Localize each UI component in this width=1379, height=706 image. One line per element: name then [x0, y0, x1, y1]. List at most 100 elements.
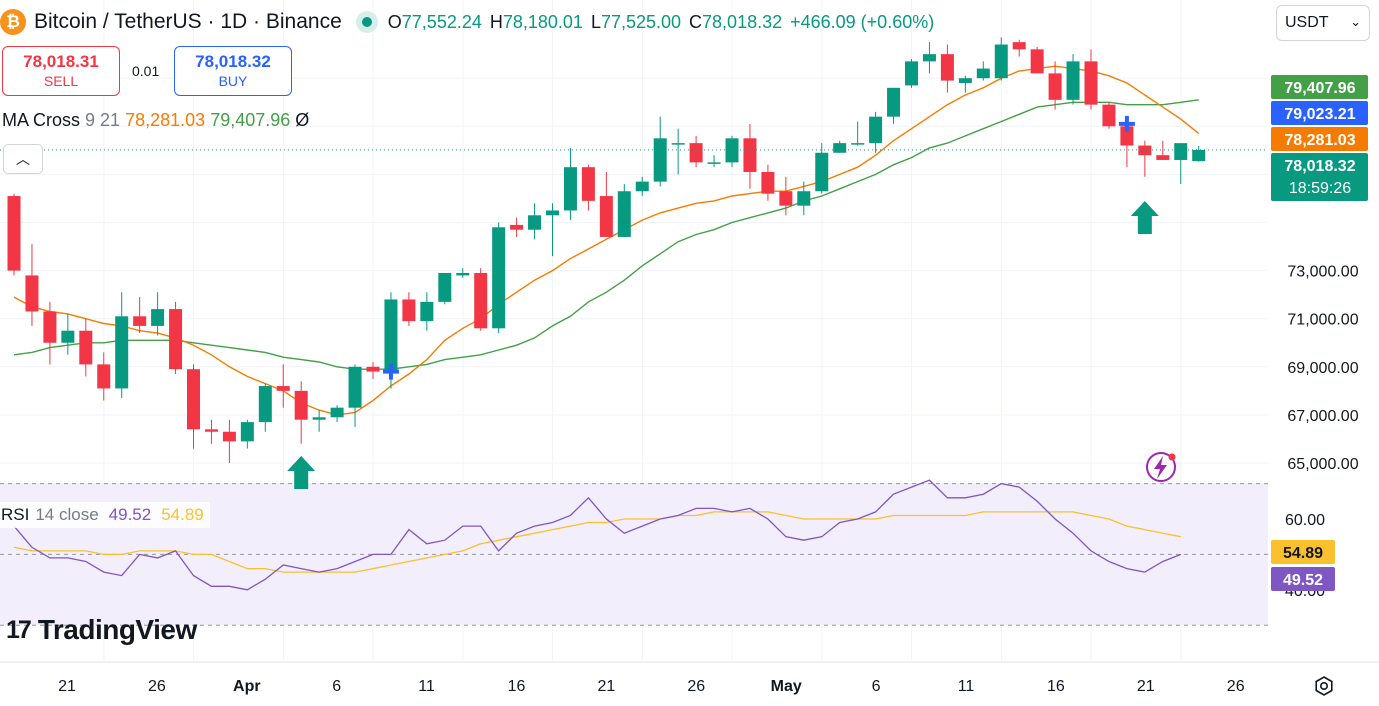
candle-body — [1084, 61, 1098, 105]
candle-down — [743, 123, 757, 189]
candle-body — [510, 224, 524, 230]
sell-button[interactable]: 78,018.31 SELL — [2, 46, 120, 96]
candle-down — [761, 164, 775, 201]
candle-up — [563, 147, 577, 221]
candle-body — [115, 316, 129, 389]
candle-down — [940, 44, 954, 93]
candle-body — [187, 369, 200, 430]
candle-body — [474, 273, 488, 329]
arrow-up-icon — [1130, 201, 1159, 234]
candle-body — [366, 366, 380, 372]
time-tick-label: 16 — [508, 678, 526, 695]
time-tick-label: 26 — [148, 678, 166, 695]
cross-signal-icon — [1118, 115, 1135, 132]
ohlc-low: L77,525.00 — [590, 11, 682, 32]
candle-body — [528, 215, 542, 230]
rsi-price-label: 54.89 — [1271, 540, 1335, 564]
symbol-title[interactable]: Bitcoin / TetherUS · 1D · Binance — [34, 10, 342, 33]
candle-body — [905, 61, 918, 86]
currency-select[interactable]: USDT ⌄ — [1276, 5, 1370, 41]
rsi-name: RSI — [1, 505, 30, 524]
price-label: 78,018.32 18:59:26 — [1271, 153, 1368, 201]
candle-down — [43, 301, 57, 365]
candle-up — [815, 143, 829, 194]
candle-up — [976, 61, 990, 81]
rsi-price-label-value: 54.89 — [1283, 545, 1323, 562]
candle-body — [79, 330, 93, 365]
candle-down — [25, 244, 39, 326]
candle-body — [851, 143, 865, 145]
price-tick-label: 71,000.00 — [1287, 312, 1358, 329]
candle-body — [43, 311, 57, 343]
candle-down — [402, 292, 416, 326]
candle-up — [258, 383, 272, 432]
candle-up — [348, 364, 362, 427]
tradingview-logo[interactable]: 17 TradingView — [6, 614, 197, 646]
candle-body — [617, 191, 631, 237]
time-tick-label: 11 — [418, 678, 435, 695]
candle-up — [869, 111, 883, 153]
tradingview-mark-icon: 17 — [6, 615, 32, 644]
price-tick-label: 67,000.00 — [1287, 408, 1358, 425]
lightning-icon — [1146, 452, 1176, 482]
candle-body — [384, 299, 398, 372]
candle-body — [7, 196, 21, 271]
candle-down — [169, 301, 183, 375]
rsi-legend[interactable]: RSI 14 close 49.52 54.89 — [0, 502, 210, 528]
candle-down — [97, 352, 111, 401]
rsi-ma-line — [13, 511, 1181, 573]
candle-body — [1120, 126, 1134, 146]
candle-body — [815, 152, 829, 192]
candle-down — [222, 419, 236, 463]
ohlc-open: O77,552.24 — [387, 11, 482, 32]
hidden-values-icon[interactable]: Ø — [295, 110, 310, 130]
candle-up — [528, 203, 542, 240]
market-open-icon — [355, 11, 378, 33]
candle-down — [1012, 39, 1026, 57]
candle-body — [1048, 73, 1062, 100]
candle-down — [1156, 140, 1170, 160]
candle-body — [779, 191, 793, 206]
settings-icon — [1315, 676, 1333, 696]
candle-up — [994, 37, 1008, 81]
candle-body — [294, 390, 308, 420]
arrow-up-icon — [287, 456, 316, 489]
ma-fast-value: 78,281.03 — [125, 110, 206, 130]
time-tick-label: 26 — [1227, 678, 1245, 695]
chart-settings-button[interactable] — [1310, 672, 1338, 700]
buy-button[interactable]: 78,018.32 BUY — [174, 46, 292, 96]
tradingview-wordmark: TradingView — [37, 614, 197, 645]
candle-body — [438, 273, 452, 302]
candle-down — [7, 193, 21, 276]
candle-body — [312, 417, 326, 420]
candle-up — [887, 87, 901, 124]
candle-up — [905, 58, 918, 88]
price-label: 79,407.96 — [1271, 75, 1368, 99]
time-tick-label: 6 — [332, 678, 341, 695]
time-tick-label: 21 — [58, 678, 76, 695]
ma-cross-name: MA Cross — [2, 110, 81, 130]
time-tick-label: 21 — [598, 678, 616, 695]
candle-up — [456, 268, 470, 278]
candle-body — [797, 191, 811, 206]
candle-down — [510, 217, 524, 237]
ohlc-close: C78,018.32 — [689, 11, 783, 32]
ma-cross-legend[interactable]: MA Cross 9 21 78,281.03 79,407.96 Ø — [2, 110, 309, 131]
candle-down — [366, 361, 380, 379]
candle-body — [922, 54, 936, 62]
candle-up — [420, 292, 434, 331]
collapse-legend-button[interactable]: ︿ — [3, 144, 43, 174]
candle-up — [958, 75, 972, 93]
candle-up — [330, 405, 344, 423]
candle-body — [420, 301, 434, 322]
candle-body — [456, 273, 470, 276]
candle-body — [976, 68, 990, 79]
candle-up — [151, 292, 165, 336]
candle-body — [761, 171, 775, 194]
ma-slow-value: 79,407.96 — [210, 110, 291, 130]
price-label-value: 78,281.03 — [1284, 132, 1355, 149]
candle-body — [689, 143, 703, 163]
price-label-value: 79,023.21 — [1284, 106, 1355, 123]
